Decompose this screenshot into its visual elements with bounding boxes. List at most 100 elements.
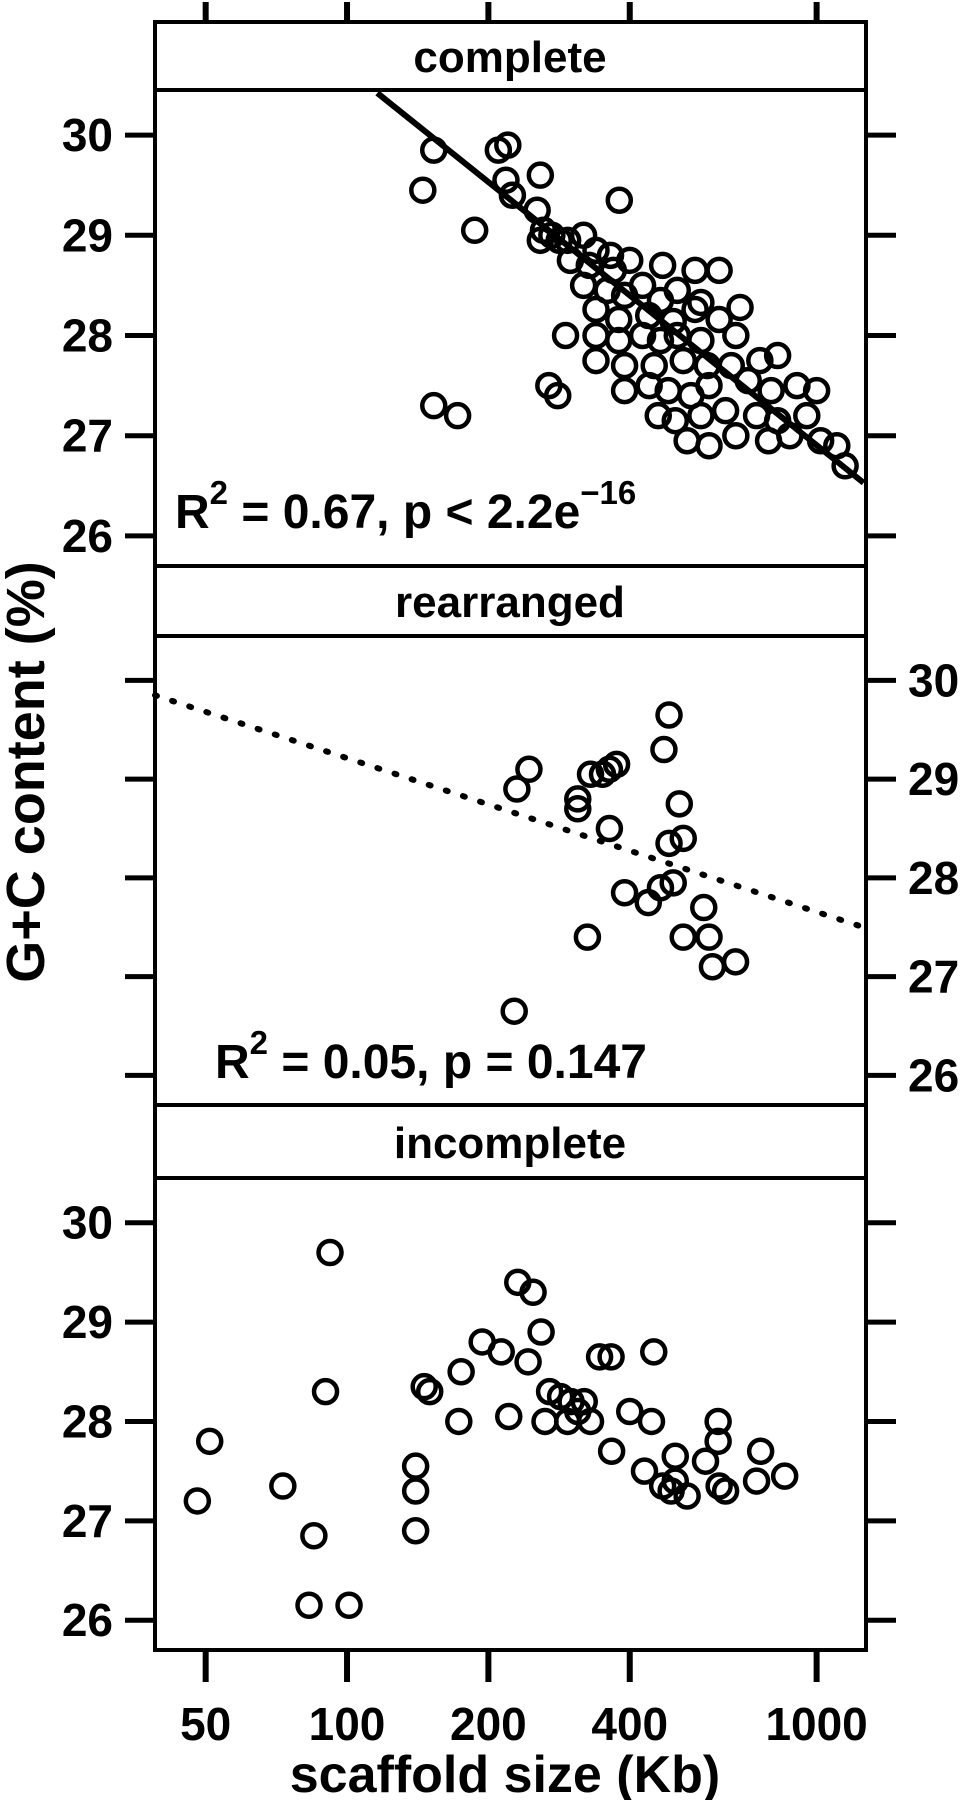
data-point (582, 321, 610, 350)
data-point (602, 750, 631, 779)
strip-box-complete (153, 20, 868, 92)
data-point (551, 321, 580, 350)
data-point (630, 1457, 659, 1485)
data-point (634, 888, 663, 917)
data-point (556, 246, 585, 275)
data-point (657, 1477, 685, 1505)
data-point (519, 1278, 547, 1307)
data-point (669, 346, 698, 375)
annotation-text: R (175, 486, 210, 539)
data-point (628, 271, 657, 300)
strip-label-rearranged: rearranged (395, 578, 625, 627)
data-point (420, 391, 448, 420)
data-point (335, 1591, 363, 1620)
data-point (681, 295, 709, 324)
data-point (401, 1452, 430, 1480)
data-point (498, 181, 527, 209)
data-point (526, 161, 555, 189)
data-point (585, 1343, 614, 1371)
data-point (673, 1482, 701, 1510)
data-point (610, 351, 639, 380)
y-tick-label-right: 28 (908, 852, 959, 904)
data-point (605, 186, 634, 214)
data-point (415, 1377, 444, 1406)
data-point (576, 760, 605, 788)
data-point (596, 241, 625, 270)
data-point (628, 321, 657, 350)
data-point (705, 305, 733, 334)
data-point (582, 295, 610, 324)
strip-label-complete: complete (413, 33, 606, 82)
data-point (445, 1407, 473, 1436)
data-point (494, 131, 522, 159)
y-axis-title: G+C content (%) (0, 561, 56, 983)
data-point (401, 1477, 430, 1505)
data-point (514, 1348, 542, 1376)
y-tick-label-left: 28 (62, 310, 113, 362)
data-point (717, 351, 746, 380)
data-point (564, 795, 592, 823)
data-point (300, 1521, 328, 1550)
y-tick-label-right: 29 (908, 753, 959, 805)
data-point (691, 1447, 720, 1475)
data-point (610, 878, 639, 907)
data-point (669, 923, 698, 951)
data-point (726, 293, 754, 322)
data-point (644, 401, 673, 430)
data-point (595, 814, 624, 843)
data-point (704, 1427, 732, 1456)
data-point (564, 785, 592, 813)
data-point (722, 321, 750, 350)
data-point (802, 376, 831, 405)
annotation-text: = 0.05, p = 0.147 (268, 1036, 647, 1089)
y-tick-label-left: 27 (62, 1495, 113, 1547)
annotation-text: = 0.67, p < 2.2e (228, 486, 580, 539)
data-point (545, 226, 573, 255)
data-point (695, 923, 723, 951)
data-point (582, 346, 610, 375)
data-point (615, 246, 644, 275)
data-point (687, 288, 715, 317)
data-point (659, 307, 687, 336)
data-point (746, 346, 774, 375)
annotation-text: R (215, 1036, 250, 1089)
data-point (661, 406, 690, 435)
data-point (711, 396, 740, 425)
y-tick-label-right: 30 (908, 654, 959, 706)
data-point (704, 1407, 732, 1436)
data-point (770, 1462, 799, 1490)
data-point (269, 1472, 297, 1500)
y-tick-label-left: 30 (62, 1197, 113, 1249)
annotation-rearranged: R2 = 0.05, p = 0.147 (215, 1024, 647, 1089)
data-point (527, 1318, 555, 1346)
data-point (687, 401, 715, 430)
x-tick-label: 200 (450, 1698, 527, 1750)
data-point (646, 874, 675, 902)
annotation-superscript: 2 (250, 1024, 268, 1061)
data-point (754, 426, 783, 455)
y-tick-label-left: 26 (62, 510, 113, 562)
data-point (690, 893, 718, 922)
data-point (401, 1517, 430, 1545)
data-point (515, 755, 543, 784)
data-point (597, 1437, 626, 1466)
data-point (495, 1402, 523, 1431)
data-point (640, 1338, 668, 1366)
y-tick-label-left: 29 (62, 1296, 113, 1348)
data-point (573, 923, 602, 951)
data-point (503, 775, 531, 803)
data-point (648, 251, 677, 280)
data-point (420, 136, 448, 164)
data-point (722, 421, 750, 450)
data-point (500, 997, 528, 1025)
data-point (460, 216, 489, 245)
y-tick-label-right: 26 (908, 1049, 959, 1101)
data-point (526, 226, 555, 255)
strip-box-incomplete (153, 1103, 868, 1180)
data-point (673, 426, 701, 455)
data-point (295, 1591, 323, 1620)
data-point (487, 1338, 515, 1366)
data-point (576, 1407, 605, 1436)
